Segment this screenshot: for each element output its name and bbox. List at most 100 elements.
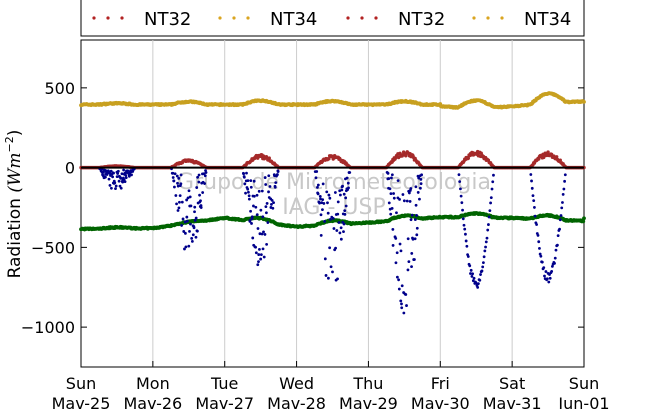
point-sw-down: [485, 236, 489, 240]
point-sw-down: [464, 239, 468, 243]
point-sw-down: [183, 247, 186, 251]
point-sw-down: [550, 264, 554, 268]
point-sw-down: [392, 192, 395, 195]
point-sw-down: [270, 198, 274, 202]
point-sw-down: [185, 215, 189, 219]
legend: NT32 NT34 NT32 NT34: [80, 0, 585, 37]
point-sw-down: [459, 187, 462, 191]
point-sw-down: [406, 237, 410, 241]
point-sw-down: [261, 215, 265, 219]
point-sw-down: [405, 199, 409, 203]
point-sw-down: [409, 218, 413, 222]
point-sw-down: [469, 268, 473, 272]
point-sw-down: [396, 179, 400, 182]
point-sw-down: [457, 173, 461, 177]
point-sw-down: [328, 246, 332, 250]
point-sw-down: [487, 215, 491, 219]
point-sw-down: [179, 173, 183, 177]
point-sw-down: [242, 175, 246, 179]
point-sw-down: [420, 173, 424, 177]
point-sw-down: [193, 210, 196, 214]
point-sw-down: [173, 185, 176, 189]
point-sw-down: [340, 188, 344, 192]
point-sw-down: [460, 201, 464, 205]
point-sw-down: [336, 200, 340, 204]
point-sw-down: [183, 220, 187, 224]
point-sw-down: [176, 181, 179, 185]
point-sw-down: [484, 245, 487, 249]
point-sw-down: [321, 198, 325, 202]
point-sw-down: [342, 230, 345, 234]
point-sw-down: [185, 198, 189, 202]
point-sw-down: [328, 217, 332, 221]
point-sw-down: [416, 191, 420, 194]
point-sw-down: [175, 174, 179, 178]
point-sw-down: [530, 179, 533, 183]
point-sw-down: [127, 174, 131, 178]
point-sw-down: [535, 223, 538, 226]
point-sw-down: [320, 201, 324, 205]
point-sw-down: [322, 202, 326, 205]
point-sw-down: [547, 280, 551, 284]
point-sw-down: [194, 216, 198, 220]
point-sw-down: [187, 244, 191, 248]
point-sw-down: [346, 181, 350, 185]
point-sw-down: [244, 191, 247, 195]
point-sw-down: [459, 194, 463, 198]
point-sw-down: [560, 206, 564, 210]
point-sw-down: [254, 205, 258, 209]
point-sw-down: [394, 261, 398, 265]
point-sw-down: [262, 230, 265, 234]
point-sw-up: [546, 150, 550, 154]
point-sw-down: [265, 242, 269, 246]
point-sw-down: [270, 202, 273, 206]
point-sw-down: [247, 197, 251, 201]
point-sw-down: [100, 167, 104, 171]
point-sw-down: [327, 276, 330, 280]
point-sw-down: [316, 185, 319, 189]
legend-label: NT34: [524, 9, 571, 30]
point-sw-down: [261, 247, 265, 251]
point-sw-down: [410, 213, 414, 217]
y-tick-label: 500: [44, 79, 75, 98]
point-sw-down: [182, 230, 186, 233]
point-sw-down: [411, 237, 415, 241]
point-sw-down: [316, 192, 320, 196]
point-sw-down: [177, 176, 181, 180]
point-sw-down: [319, 197, 322, 201]
point-sw-down: [417, 176, 421, 180]
point-sw-down: [486, 228, 490, 232]
point-sw-down: [543, 274, 546, 278]
point-sw-down: [339, 193, 342, 197]
watermark: Grupo de Micrometeorologia IAG - USP: [177, 170, 491, 220]
y-label-unit: (Wm: [5, 152, 25, 192]
point-sw-down: [407, 260, 411, 264]
point-sw-down: [257, 253, 261, 256]
point-sw-down: [115, 175, 119, 179]
plot-frame: [80, 39, 585, 368]
point-sw-down: [257, 260, 260, 264]
point-sw-up: [404, 154, 408, 158]
point-sw-down: [400, 284, 404, 288]
x-tick-label-day: Sun: [569, 374, 599, 393]
legend-marker: [106, 16, 110, 20]
point-sw-down: [268, 185, 272, 188]
point-sw-down: [195, 186, 199, 189]
point-sw-down: [179, 182, 183, 186]
point-sw-down: [130, 173, 133, 177]
point-sw-down: [249, 209, 252, 213]
legend-box: [80, 0, 585, 37]
legend-marker: [360, 16, 364, 20]
point-sw-down: [341, 184, 344, 188]
x-axis: SunMav-25MonMav-26TueMav-27WedMav-28ThuM…: [52, 361, 610, 409]
point-lw-down: [582, 99, 586, 104]
point-sw-down: [259, 257, 263, 261]
point-sw-down: [558, 227, 561, 231]
point-sw-down: [415, 233, 419, 237]
point-sw-down: [401, 193, 405, 196]
point-sw-down: [186, 196, 190, 200]
point-sw-down: [265, 202, 269, 205]
point-sw-down: [342, 192, 346, 196]
point-sw-down: [262, 255, 266, 259]
point-sw-down: [482, 255, 486, 259]
